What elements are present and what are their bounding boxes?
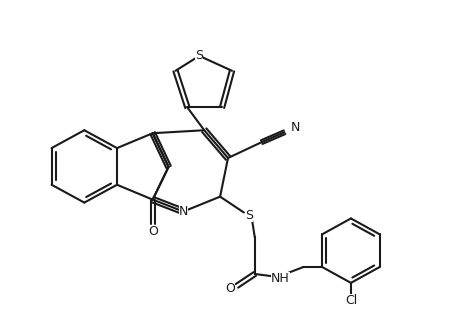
Text: Cl: Cl	[345, 294, 357, 307]
Text: N: N	[291, 121, 300, 134]
Text: S: S	[195, 49, 203, 62]
Text: NH: NH	[271, 273, 290, 285]
Text: O: O	[148, 225, 158, 238]
Text: N: N	[179, 205, 188, 218]
Text: O: O	[225, 282, 235, 295]
Text: S: S	[245, 209, 253, 222]
